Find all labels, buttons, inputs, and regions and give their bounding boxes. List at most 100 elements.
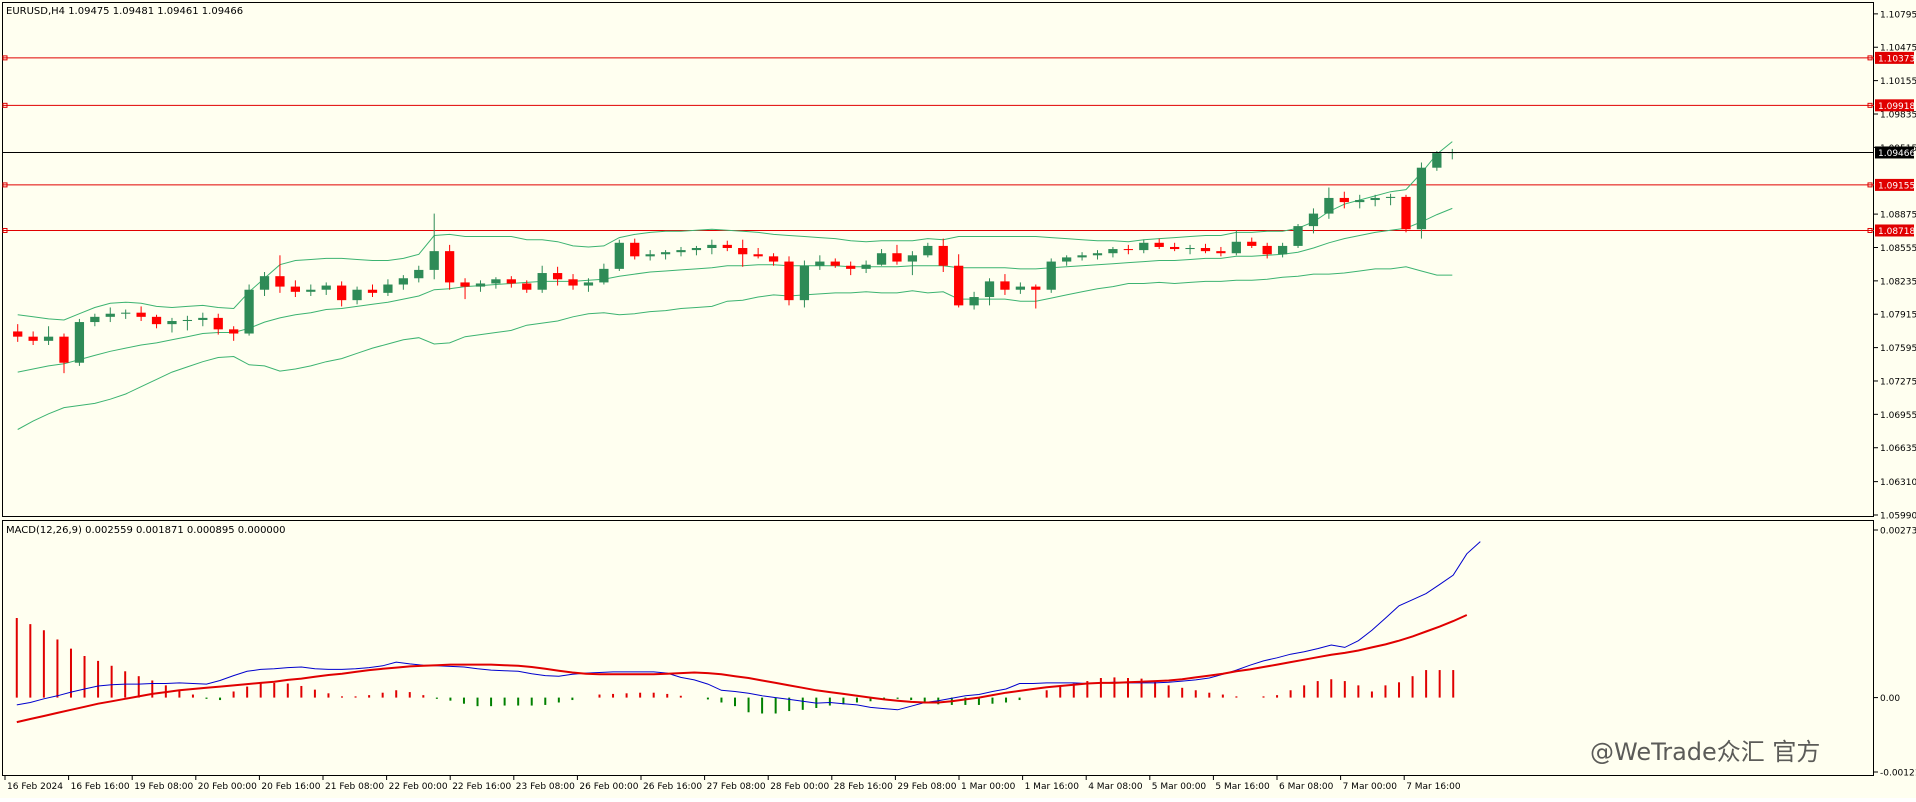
candle [383,279,393,296]
candle [1000,274,1010,295]
candle-body [1139,242,1149,251]
level-anchor-left [2,182,8,188]
candle [121,309,131,319]
candle-body [969,297,979,306]
time-tick-label: 26 Feb 00:00 [579,782,638,792]
time-tick-label: 22 Feb 16:00 [452,782,511,792]
candle-body [1339,197,1349,203]
candle [1170,242,1180,252]
candle-body [1154,242,1164,247]
candle-body [583,282,594,286]
candle-body [1046,261,1056,290]
candle-body [1185,248,1195,250]
price-tick-label: 1.08555 [1880,244,1916,254]
price-tick-label: 1.10475 [1880,44,1916,54]
candle [1324,187,1334,219]
candle-body [213,317,223,330]
horizontal-levels[interactable]: 1.10373 1.09918 1.09155 1.08718 [2,51,1915,237]
candle-body [645,254,655,257]
candle-body [707,244,717,249]
candle [1308,208,1319,234]
candle [105,307,115,323]
candle-body [923,245,933,256]
candle-body [182,319,193,322]
time-tick-label: 28 Feb 16:00 [834,782,893,792]
candle [938,238,948,272]
candle-body [1123,249,1133,251]
candle-body [337,285,347,301]
candle-body [259,276,270,290]
candle [537,265,547,293]
candle [151,314,162,329]
candle [43,326,54,345]
level-anchor-right [1867,55,1873,61]
candle [475,280,486,292]
candle [182,315,193,331]
candle [784,256,794,306]
price-panel-frame [2,2,1874,517]
candle [522,280,532,293]
candle [259,271,270,296]
bollinger-lower [17,266,1453,430]
candle [614,239,624,271]
candle-body [815,261,825,266]
candle-body [614,242,624,269]
candle-body [398,278,408,285]
candle-body [1355,200,1365,203]
candle [846,261,856,276]
candle-body [1416,167,1427,230]
candle-body [321,285,331,290]
candle [367,284,378,298]
candle [1385,193,1396,206]
time-tick-label: 16 Feb 2024 [7,782,63,792]
macd-signal-line [16,614,1468,724]
level-anchor-right [1867,102,1873,108]
candle [398,275,408,290]
candle-body [1262,245,1272,255]
candle [414,265,424,283]
candle-body [275,276,285,287]
candle [90,313,100,327]
candle [1370,194,1380,207]
candle-body [290,286,300,292]
candle [321,282,331,295]
candle-body [1401,196,1411,230]
candle-body [1370,197,1380,201]
candle [1062,255,1072,266]
price-tick-label: 1.05990 [1880,512,1916,522]
candles [13,148,1457,374]
candle [1262,242,1272,259]
candle-body [691,248,702,251]
candle-body [892,253,902,262]
candle [229,326,239,341]
candle [876,249,887,266]
candle-body [367,289,378,293]
candle [337,281,347,307]
candle-body [1031,286,1041,290]
time-tick-label: 7 Mar 16:00 [1406,782,1461,792]
candle [136,306,146,322]
time-tick-label: 16 Feb 16:00 [71,782,130,792]
price-tick-label: 1.07275 [1880,377,1916,387]
candle [815,255,825,270]
candle-body [799,265,810,301]
candle [1231,230,1241,256]
bollinger-bands [17,141,1453,430]
candle-body [429,251,439,270]
candle-body [28,336,38,341]
price-tick-label: 1.10795 [1880,10,1916,20]
time-tick-label: 5 Mar 16:00 [1215,782,1270,792]
candle [1077,252,1087,261]
candle [830,258,840,268]
candle-body [414,269,424,279]
candle-body [198,317,208,320]
candle [1432,151,1442,171]
candle-body [938,245,948,266]
bollinger-upper [17,141,1453,321]
candle-body [568,279,578,286]
candle [491,277,501,289]
candle-body [846,265,856,269]
